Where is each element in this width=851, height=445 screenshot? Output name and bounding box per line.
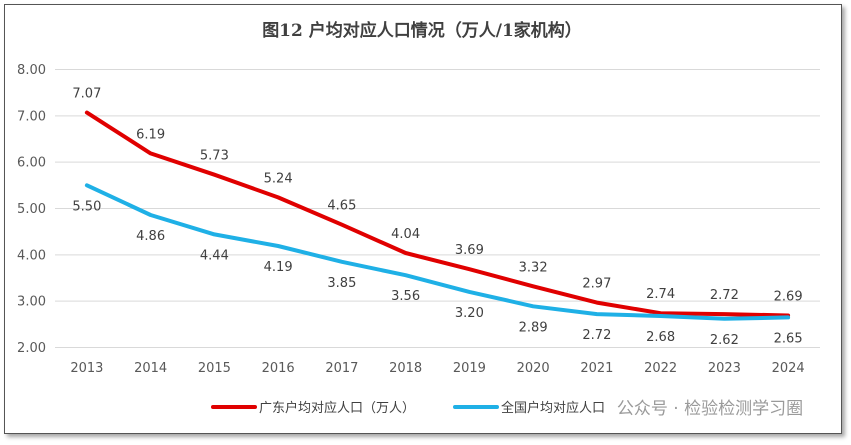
legend-label: 广东户均对应人口（万人）	[259, 400, 415, 416]
data-label: 4.86	[136, 229, 165, 244]
x-tick-label: 2014	[134, 361, 167, 376]
x-tick-label: 2013	[70, 361, 103, 376]
x-tick-label: 2024	[772, 361, 805, 376]
x-tick-label: 2017	[325, 361, 358, 376]
data-label: 2.68	[646, 330, 675, 345]
data-label: 2.89	[519, 320, 548, 335]
data-label: 2.74	[646, 287, 675, 302]
data-label: 4.04	[391, 227, 420, 242]
data-label: 4.65	[327, 199, 356, 214]
data-label: 3.32	[519, 260, 548, 275]
y-tick-label: 4.00	[17, 248, 46, 263]
x-tick-label: 2015	[198, 361, 231, 376]
series-line-1	[84, 110, 791, 318]
data-label: 6.19	[136, 127, 165, 142]
y-tick-label: 7.00	[17, 109, 46, 124]
x-tick-label: 2022	[644, 361, 677, 376]
data-label: 2.72	[582, 328, 611, 343]
watermark: 公众号 · 检验检测学习圈	[617, 399, 803, 419]
y-tick-label: 6.00	[17, 156, 46, 171]
x-tick-label: 2018	[389, 361, 422, 376]
data-label: 3.20	[455, 306, 484, 321]
data-label: 5.73	[200, 149, 229, 164]
chart-frame	[4, 4, 842, 434]
series-line-2	[84, 183, 791, 321]
data-label: 4.19	[264, 260, 293, 275]
data-label: 2.97	[582, 277, 611, 292]
data-label: 2.65	[774, 331, 803, 346]
data-label: 2.72	[710, 288, 739, 303]
chart-title: 图12 户均对应人口情况（万人/1家机构）	[262, 20, 582, 41]
legend-label: 全国户均对应人口	[501, 400, 605, 416]
data-label: 2.69	[774, 290, 803, 305]
y-tick-label: 3.00	[17, 295, 46, 310]
data-label: 5.50	[72, 199, 101, 214]
x-tick-label: 2023	[708, 361, 741, 376]
x-tick-label: 2016	[262, 361, 295, 376]
data-label: 5.24	[264, 171, 293, 186]
data-label: 3.85	[327, 276, 356, 291]
data-label: 3.56	[391, 289, 420, 304]
x-tick-label: 2021	[580, 361, 613, 376]
data-label: 4.44	[200, 248, 229, 263]
x-tick-label: 2019	[453, 361, 486, 376]
y-tick-label: 8.00	[17, 63, 46, 78]
data-label: 2.62	[710, 333, 739, 348]
y-tick-label: 2.00	[17, 341, 46, 356]
data-label: 7.07	[72, 87, 101, 102]
y-tick-label: 5.00	[17, 202, 46, 217]
data-label: 3.69	[455, 243, 484, 258]
x-tick-label: 2020	[517, 361, 550, 376]
